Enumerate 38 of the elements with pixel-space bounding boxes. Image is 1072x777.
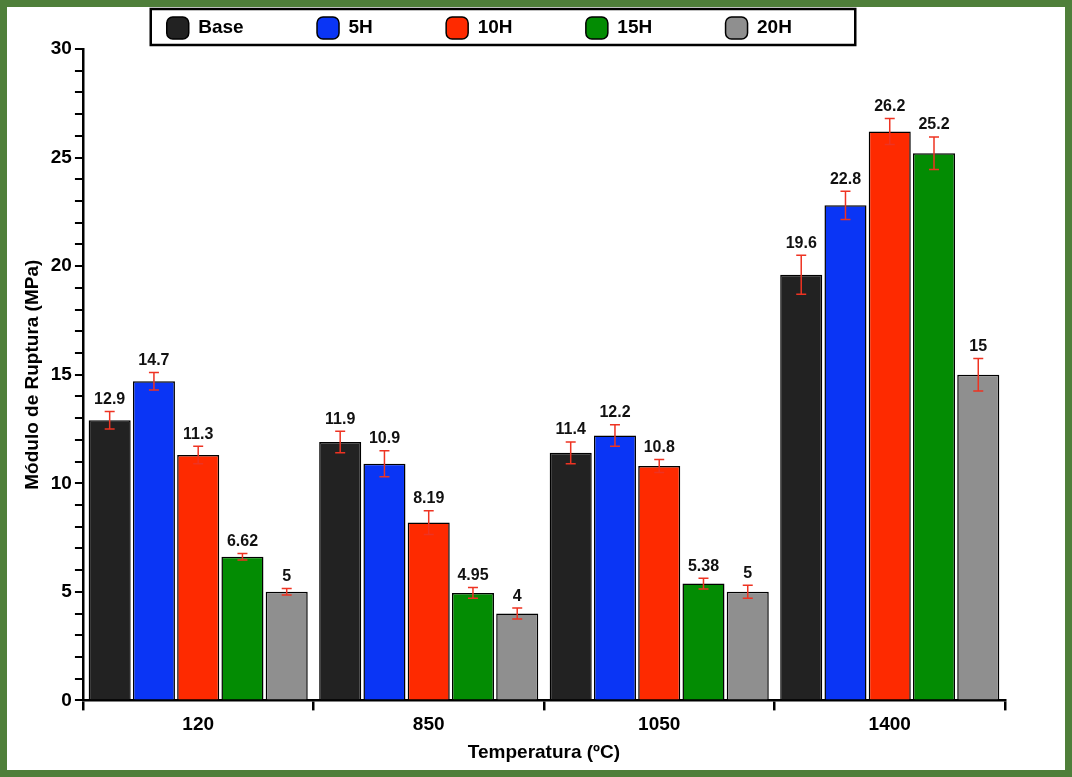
data-label: 15 xyxy=(969,336,988,354)
data-label: 11.9 xyxy=(325,409,356,427)
data-label: 26.2 xyxy=(874,96,906,114)
data-label: 6.62 xyxy=(226,531,259,549)
y-tick-label: 10 xyxy=(50,471,72,493)
y-tick-label: 30 xyxy=(50,37,72,59)
x-tick-label: 1050 xyxy=(638,713,681,735)
x-axis-title: Temperatura (ºC) xyxy=(467,740,621,762)
data-label: 22.8 xyxy=(829,169,862,187)
x-tick-label: 1400 xyxy=(868,713,911,735)
data-label: 19.6 xyxy=(785,233,817,251)
data-label: 12.9 xyxy=(94,390,126,408)
data-label: 4.95 xyxy=(457,565,489,583)
data-label: 4 xyxy=(512,586,522,604)
legend-label: Base xyxy=(198,16,308,38)
legend-label: 10H xyxy=(477,16,576,38)
data-label: 5 xyxy=(743,563,753,581)
legend-label: 15H xyxy=(617,16,716,38)
x-tick-label: 850 xyxy=(412,713,445,735)
y-axis-title: Módulo de Ruptura (MPa) xyxy=(20,259,42,490)
data-label: 11.4 xyxy=(555,420,586,438)
data-label: 10.9 xyxy=(368,429,401,447)
data-label: 12.2 xyxy=(599,403,631,421)
x-tick-label: 120 xyxy=(182,713,215,735)
data-label: 8.19 xyxy=(413,489,445,507)
data-label: 5 xyxy=(282,566,292,584)
y-tick-label: 20 xyxy=(50,254,72,276)
data-label: 5.38 xyxy=(687,556,720,574)
legend-label: 20H xyxy=(757,16,856,38)
data-label: 10.8 xyxy=(643,437,675,455)
legend-label: 5H xyxy=(348,16,437,38)
data-label: 11.3 xyxy=(183,424,214,442)
y-tick-label: 25 xyxy=(50,145,73,167)
data-label: 14.7 xyxy=(138,350,170,368)
y-tick-label: 15 xyxy=(50,362,73,384)
data-label: 25.2 xyxy=(918,115,950,133)
y-tick-label: 0 xyxy=(61,688,72,710)
y-tick-label: 5 xyxy=(61,580,73,602)
